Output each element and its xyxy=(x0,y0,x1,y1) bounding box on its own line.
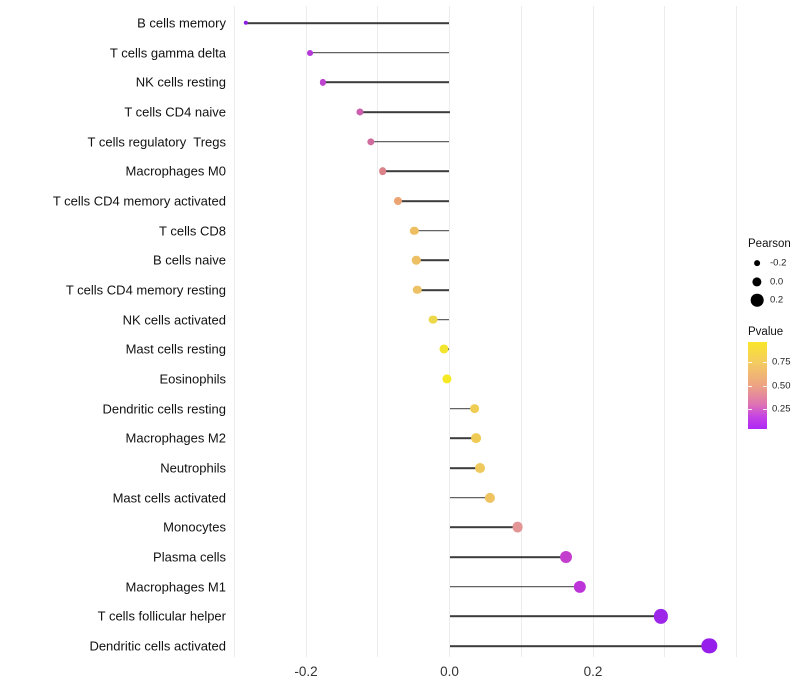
y-axis-label: NK cells resting xyxy=(135,74,226,90)
lollipop-stem xyxy=(449,467,481,469)
lollipop-stem xyxy=(416,259,450,262)
y-axis-label: B cells memory xyxy=(137,15,226,31)
lollipop-stem xyxy=(382,170,450,173)
colorbar-tick xyxy=(763,362,767,364)
y-axis-label: Macrophages M1 xyxy=(125,579,226,595)
legend-size-dot xyxy=(752,276,762,287)
y-axis-label: NK cells activated xyxy=(122,312,226,328)
x-tick-label: 0.0 xyxy=(440,664,459,679)
lollipop-dot xyxy=(573,580,587,593)
lollipop-dot xyxy=(654,609,669,624)
y-axis-label: Macrophages M2 xyxy=(125,430,226,446)
gridline-x--0.2 xyxy=(305,6,307,657)
pvalue-tick-label: 0.75 xyxy=(772,356,791,368)
x-tick-label: 0.2 xyxy=(583,664,603,679)
legend-pearson-title: Pearson xyxy=(748,238,791,250)
lollipop-stem xyxy=(449,585,581,588)
lollipop-stem xyxy=(449,496,490,499)
y-axis-label: T cells follicular helper xyxy=(97,608,226,624)
lollipop-dot xyxy=(469,403,480,414)
lollipop-dot xyxy=(412,285,422,295)
colorbar-tick xyxy=(763,408,767,410)
lollipop-stem xyxy=(449,407,475,410)
y-axis-label: Dendritic cells activated xyxy=(89,638,226,654)
y-axis-label: Mast cells activated xyxy=(112,490,226,506)
colorbar-tick xyxy=(748,408,752,410)
lollipop-stem xyxy=(322,81,450,84)
lollipop-stem xyxy=(417,289,450,291)
lollipop-dot xyxy=(428,315,438,325)
colorbar-tick xyxy=(748,385,752,387)
lollipop-dot xyxy=(701,638,717,654)
lollipop-stem xyxy=(245,22,450,24)
y-axis-label: Macrophages M0 xyxy=(125,163,226,179)
y-axis-label: Monocytes xyxy=(163,519,226,535)
y-axis-label: T cells regulatory Tregs xyxy=(87,134,226,150)
y-axis-label: T cells gamma delta xyxy=(109,45,226,61)
lollipop-dot xyxy=(378,167,387,176)
gridline-x-0.2 xyxy=(592,6,594,657)
y-axis-label: Eosinophils xyxy=(159,371,227,387)
y-axis-label: Dendritic cells resting xyxy=(102,401,226,417)
lollipop-dot xyxy=(442,374,452,384)
y-axis-label: T cells CD8 xyxy=(159,223,226,239)
lollipop-dot xyxy=(366,137,375,146)
gridline-x-0.1 xyxy=(520,6,522,657)
pvalue-tick-label: 0.50 xyxy=(772,380,791,391)
gridline-x-0.4 xyxy=(736,6,737,657)
lollipop-dot xyxy=(307,49,314,56)
gridline-x-0 xyxy=(449,6,450,657)
legend-size-label: 0.2 xyxy=(770,294,784,306)
y-axis-label: T cells CD4 naive xyxy=(124,104,226,120)
gridline-x-0.3 xyxy=(664,6,666,657)
lollipop-stem xyxy=(449,615,662,618)
lollipop-dot xyxy=(512,521,524,533)
lollipop-stem xyxy=(414,229,450,232)
x-tick-label: -0.2 xyxy=(294,664,318,679)
pvalue-tick-label: 0.25 xyxy=(772,403,791,415)
pvalue-colorbar xyxy=(748,342,767,429)
legend-size-label: -0.2 xyxy=(770,257,787,269)
lollipop-stem xyxy=(370,140,450,143)
colorbar-tick xyxy=(748,362,752,364)
lollipop-stem xyxy=(432,318,450,321)
y-axis-label: Mast cells resting xyxy=(125,341,226,357)
lollipop-dot xyxy=(484,492,495,503)
lollipop-dot xyxy=(410,226,419,235)
legend-size-dot xyxy=(754,260,760,266)
y-axis-label: Neutrophils xyxy=(160,460,226,476)
lollipop-dot xyxy=(319,79,326,86)
y-axis-label: Plasma cells xyxy=(153,549,226,565)
legend-size-dot xyxy=(750,293,764,307)
lollipop-dot xyxy=(393,196,402,205)
gridline-x--0.3 xyxy=(233,6,235,657)
y-axis-label: B cells naive xyxy=(153,252,226,268)
lollipop-stem xyxy=(449,645,710,647)
y-axis-label: T cells CD4 memory resting xyxy=(65,282,226,298)
legend-size-label: 0.0 xyxy=(770,276,784,287)
lollipop-stem xyxy=(310,51,450,54)
lollipop-dot xyxy=(243,20,248,26)
lollipop-dot xyxy=(471,433,481,444)
legend-pvalue-title: Pvalue xyxy=(748,326,784,338)
lollipop-dot xyxy=(475,462,486,473)
lollipop-stem xyxy=(449,556,567,558)
lollipop-stem xyxy=(449,437,477,440)
lollipop-dot xyxy=(412,256,421,265)
lollipop-stem xyxy=(359,111,450,113)
lollipop-stem xyxy=(449,526,518,529)
lollipop-dot xyxy=(560,550,573,563)
y-axis-label: T cells CD4 memory activated xyxy=(52,193,226,209)
lollipop-dot xyxy=(439,344,449,354)
gridline-x--0.1 xyxy=(377,6,379,657)
lollipop-dot xyxy=(356,108,364,116)
lollipop-stem xyxy=(397,200,450,202)
colorbar-tick xyxy=(763,385,767,387)
